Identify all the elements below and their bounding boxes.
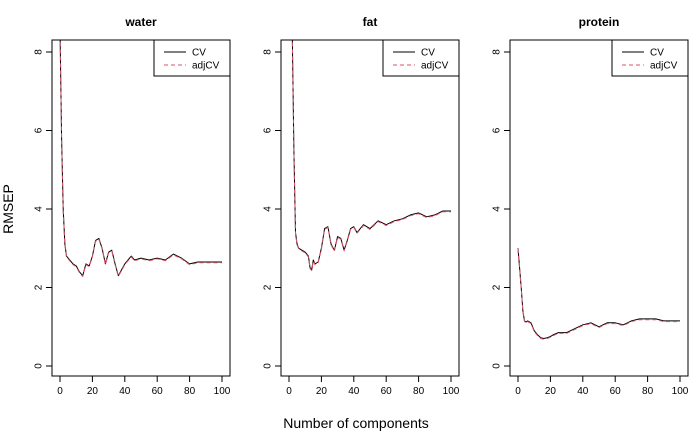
y-tick-label: 2 xyxy=(263,284,274,290)
x-tick-label: 20 xyxy=(545,386,557,397)
legend-label-adjcv: adjCV xyxy=(421,61,449,72)
series-line-adjcv xyxy=(291,40,451,272)
y-tick-label: 8 xyxy=(492,49,503,55)
panel-title: protein xyxy=(579,15,620,29)
x-tick-label: 40 xyxy=(577,386,589,397)
legend-label-cv: CV xyxy=(650,48,664,59)
series-line-cv xyxy=(517,248,680,339)
y-tick-label: 4 xyxy=(34,206,45,212)
legend-label-cv: CV xyxy=(421,48,435,59)
panel-fat: fat 0 20 40 60 80 100 0 2 4 6 8 CV adjCV xyxy=(263,15,460,397)
x-tick-label: 20 xyxy=(87,386,99,397)
x-axis-label: Number of components xyxy=(283,415,429,431)
x-tick-label: 80 xyxy=(413,386,425,397)
legend-box xyxy=(153,39,231,77)
legend-label-adjcv: adjCV xyxy=(650,61,678,72)
y-tick-label: 2 xyxy=(492,284,503,290)
y-tick-label: 6 xyxy=(34,127,45,133)
panel-water: water 0 20 40 60 80 100 0 2 4 6 8 CV adjCV xyxy=(34,15,231,397)
y-tick-label: 8 xyxy=(263,49,274,55)
series-line-cv xyxy=(59,40,222,277)
y-tick-label: 0 xyxy=(263,363,274,369)
series-line-cv xyxy=(291,40,451,271)
legend-box xyxy=(611,39,689,77)
x-tick-label: 100 xyxy=(672,386,689,397)
x-tick-label: 60 xyxy=(381,386,393,397)
x-tick-label: 0 xyxy=(515,386,521,397)
x-tick-label: 40 xyxy=(348,386,360,397)
legend: CV adjCV xyxy=(382,39,460,77)
x-tick-label: 100 xyxy=(443,386,460,397)
y-tick-label: 0 xyxy=(492,363,503,369)
plot-frame xyxy=(509,39,689,377)
y-tick-label: 0 xyxy=(34,363,45,369)
x-tick-label: 100 xyxy=(214,386,231,397)
x-tick-label: 60 xyxy=(152,386,164,397)
x-tick-label: 80 xyxy=(642,386,654,397)
x-tick-label: 40 xyxy=(119,386,131,397)
legend: CV adjCV xyxy=(611,39,689,77)
y-tick-label: 6 xyxy=(492,127,503,133)
panel-protein: protein 0 20 40 60 80 100 0 2 4 6 8 CV adjCV xyxy=(492,15,689,397)
y-tick-label: 4 xyxy=(263,206,274,212)
legend-box xyxy=(382,39,460,77)
x-tick-label: 80 xyxy=(184,386,196,397)
legend-label-cv: CV xyxy=(192,48,206,59)
x-tick-label: 20 xyxy=(316,386,328,397)
y-tick-label: 6 xyxy=(263,127,274,133)
series-group xyxy=(59,40,222,277)
panel-title: fat xyxy=(363,15,378,29)
plot-frame xyxy=(280,39,460,377)
x-tick-label: 0 xyxy=(57,386,63,397)
legend: CV adjCV xyxy=(153,39,231,77)
y-tick-label: 4 xyxy=(492,206,503,212)
series-group xyxy=(291,40,451,272)
x-tick-label: 60 xyxy=(610,386,622,397)
y-tick-label: 8 xyxy=(34,49,45,55)
y-tick-label: 2 xyxy=(34,284,45,290)
series-group xyxy=(517,248,680,340)
plot-frame xyxy=(51,39,231,377)
panel-title: water xyxy=(124,15,157,29)
series-line-adjcv xyxy=(517,248,680,340)
series-line-adjcv xyxy=(59,40,222,277)
legend-label-adjcv: adjCV xyxy=(192,61,220,72)
y-axis-label: RMSEP xyxy=(0,184,16,234)
x-tick-label: 0 xyxy=(286,386,292,397)
